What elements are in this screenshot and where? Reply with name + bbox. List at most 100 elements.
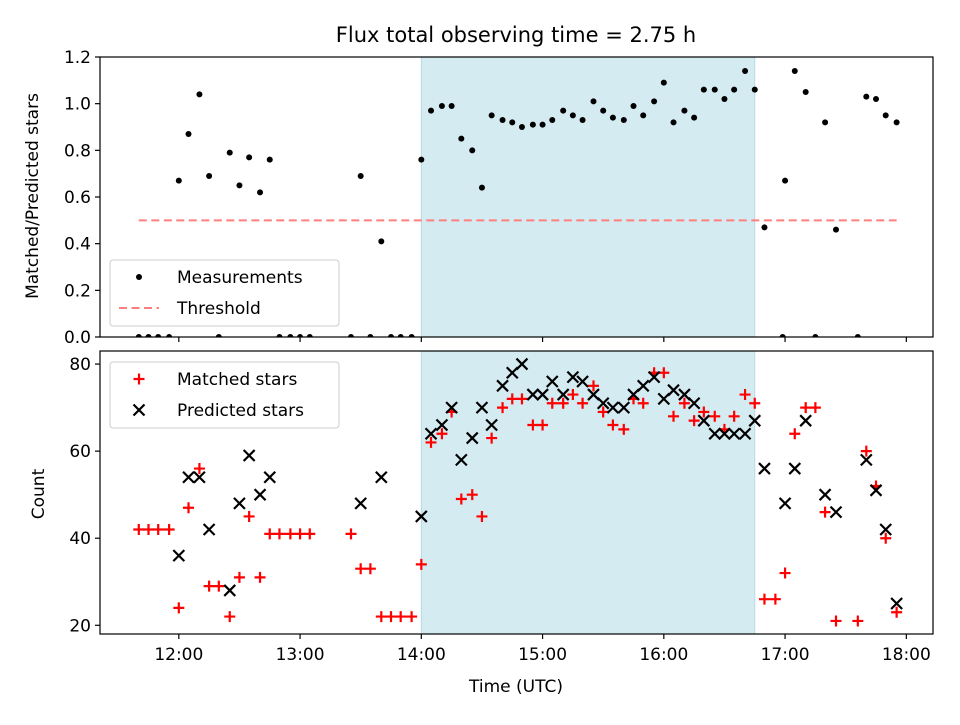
top-measurement-point (215, 334, 222, 337)
top-measurement-point (761, 224, 768, 231)
top-measurement-point (499, 117, 506, 123)
bottom-legend-label: Predicted stars (177, 401, 304, 421)
bottom-matched-point (133, 524, 145, 536)
top-measurement-point (408, 334, 415, 337)
top-panel: 0.0 0.2 0.4 0.6 0.8 1.0 1.2 Measurements Thresho… (64, 48, 934, 348)
bottom-matched-point (466, 489, 478, 501)
bottom-predicted-point (465, 431, 479, 445)
top-measurement-point (357, 173, 364, 179)
bottom-predicted-point (193, 470, 206, 484)
bottom-matched-point (860, 445, 872, 457)
bottom-predicted-point (687, 396, 701, 410)
bottom-predicted-point (829, 505, 843, 519)
x-tick-label: 17:00 (761, 645, 810, 665)
bottom-predicted-point (576, 375, 589, 388)
top-measurement-point (691, 114, 698, 121)
top-y-tick-label: 0.2 (64, 281, 91, 301)
bottom-predicted-point (738, 427, 752, 441)
bottom-predicted-point (354, 497, 367, 510)
top-y-tick-label: 0.8 (64, 141, 91, 161)
top-measurement-point (832, 226, 839, 233)
bottom-predicted-point (415, 510, 428, 523)
bottom-matched-point (364, 563, 376, 575)
top-measurement-point (569, 112, 576, 119)
top-measurement-point (488, 112, 495, 119)
bottom-predicted-point (475, 401, 489, 414)
bottom-legend-label: Matched stars (177, 370, 297, 390)
top-measurement-point (620, 117, 627, 123)
bottom-matched-point (254, 571, 266, 583)
top-measurement-point (438, 103, 445, 109)
x-tick-label: 14:00 (397, 645, 446, 665)
bottom-matched-point (193, 463, 205, 475)
bottom-matched-point (587, 380, 599, 392)
bottom-matched-point (769, 593, 781, 605)
bottom-predicted-point (545, 375, 559, 388)
bottom-predicted-point (788, 462, 802, 475)
bottom-matched-point (425, 436, 437, 448)
top-measurement-point (367, 334, 374, 337)
bottom-predicted-point (536, 388, 549, 401)
top-measurement-point (782, 177, 789, 184)
top-y-tick-label: 1.2 (64, 48, 91, 68)
top-measurement-point (854, 334, 861, 337)
top-legend: Measurements Threshold (109, 259, 340, 327)
top-measurement-point (630, 103, 637, 109)
top-measurement-point (166, 334, 173, 337)
top-measurement-point (226, 149, 233, 156)
bottom-matched-point (455, 493, 467, 505)
top-measurement-point (791, 68, 798, 74)
bottom-predicted-point (697, 414, 711, 427)
bottom-predicted-point (818, 488, 832, 501)
bottom-matched-point (284, 528, 296, 540)
bottom-matched-point (678, 397, 690, 409)
top-measurement-point (246, 154, 253, 161)
bottom-matched-point (213, 580, 225, 592)
bottom-predicted-point (375, 470, 388, 484)
top-measurement-point (518, 124, 525, 130)
top-legend-marker (136, 274, 142, 280)
bottom-matched-point (537, 419, 549, 431)
bottom-matched-point (618, 423, 630, 435)
bottom-matched-point (406, 611, 418, 623)
bottom-matched-point (233, 571, 245, 583)
top-measurement-point (509, 119, 516, 126)
top-measurement-point (347, 334, 354, 337)
top-measurement-point (700, 86, 707, 93)
top-measurement-point (651, 98, 658, 105)
bottom-predicted-point (556, 388, 570, 401)
bottom-predicted-point (496, 379, 509, 393)
bottom-predicted-point (718, 427, 731, 441)
top-measurement-point (721, 96, 728, 102)
bottom-legend-marker (133, 373, 145, 385)
top-measurement-point (579, 117, 586, 123)
top-measurement-point (863, 93, 870, 100)
top-y-tick-label: 0.0 (64, 328, 91, 348)
bottom-legend: Matched stars Predicted stars (109, 361, 340, 429)
bottom-predicted-point (606, 401, 620, 414)
bottom-predicted-point (233, 497, 246, 510)
bottom-matched-point (486, 432, 498, 444)
bottom-matched-point (294, 528, 306, 540)
bottom-predicted-point (566, 370, 580, 384)
bottom-matched-point (557, 397, 569, 409)
top-measurement-point (135, 334, 142, 337)
x-tick-label: 12:00 (154, 645, 203, 665)
top-measurement-point (802, 89, 809, 95)
top-measurement-point (549, 117, 556, 123)
top-measurement-point (388, 334, 395, 337)
top-measurement-point (206, 173, 213, 179)
top-legend-box (109, 259, 340, 327)
bottom-matched-point (385, 611, 397, 623)
top-y-tick-label: 1.0 (64, 95, 91, 115)
bottom-matched-point (819, 506, 831, 518)
bottom-predicted-point (678, 388, 691, 401)
bottom-matched-point (688, 415, 700, 427)
bottom-predicted-point (748, 414, 762, 427)
bottom-predicted-point (445, 401, 458, 414)
bottom-predicted-point (182, 470, 195, 484)
bottom-predicted-point (869, 484, 883, 497)
bottom-matched-point (476, 510, 488, 522)
bottom-matched-point (637, 397, 649, 409)
x-tick-label: 13:00 (276, 645, 325, 665)
